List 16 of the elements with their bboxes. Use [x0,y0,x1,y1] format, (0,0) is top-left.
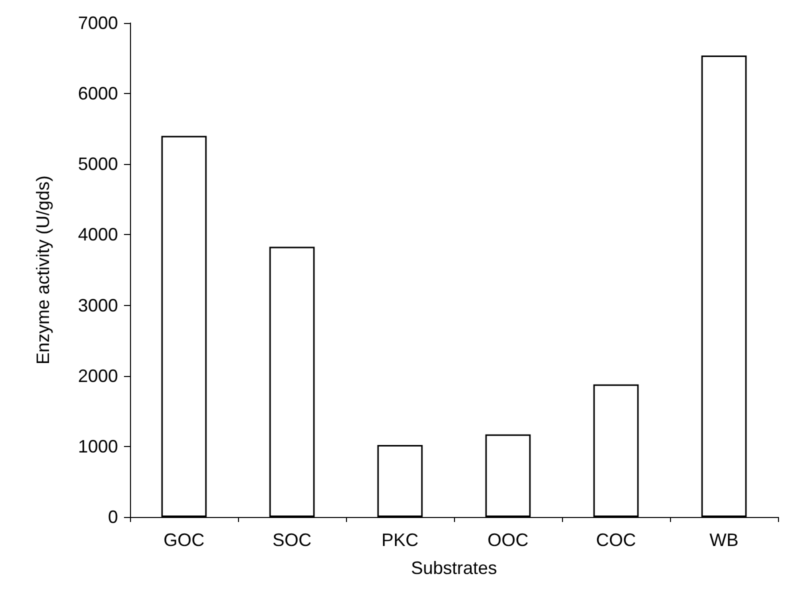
x-tick-label: WB [710,530,738,550]
y-tick-label: 2000 [78,366,118,386]
y-tick-label: 7000 [78,13,118,33]
y-tick-label: 6000 [78,84,118,104]
y-tick-label: 3000 [78,295,118,316]
x-axis-title: Substrates [410,558,498,578]
x-tick-label: GOC [163,530,205,550]
y-tick-label: 1000 [78,436,118,456]
x-tick-label: COC [596,530,636,550]
y-tick-label: 0 [108,507,118,527]
y-tick-label: 4000 [78,224,118,245]
y-axis-title: Enzyme activity (U/gds) [33,175,53,365]
y-tick-label: 5000 [78,154,118,174]
x-tick-label: SOC [272,530,312,550]
x-tick-label: PKC [381,530,419,550]
x-tick-label: OOC [487,530,529,550]
